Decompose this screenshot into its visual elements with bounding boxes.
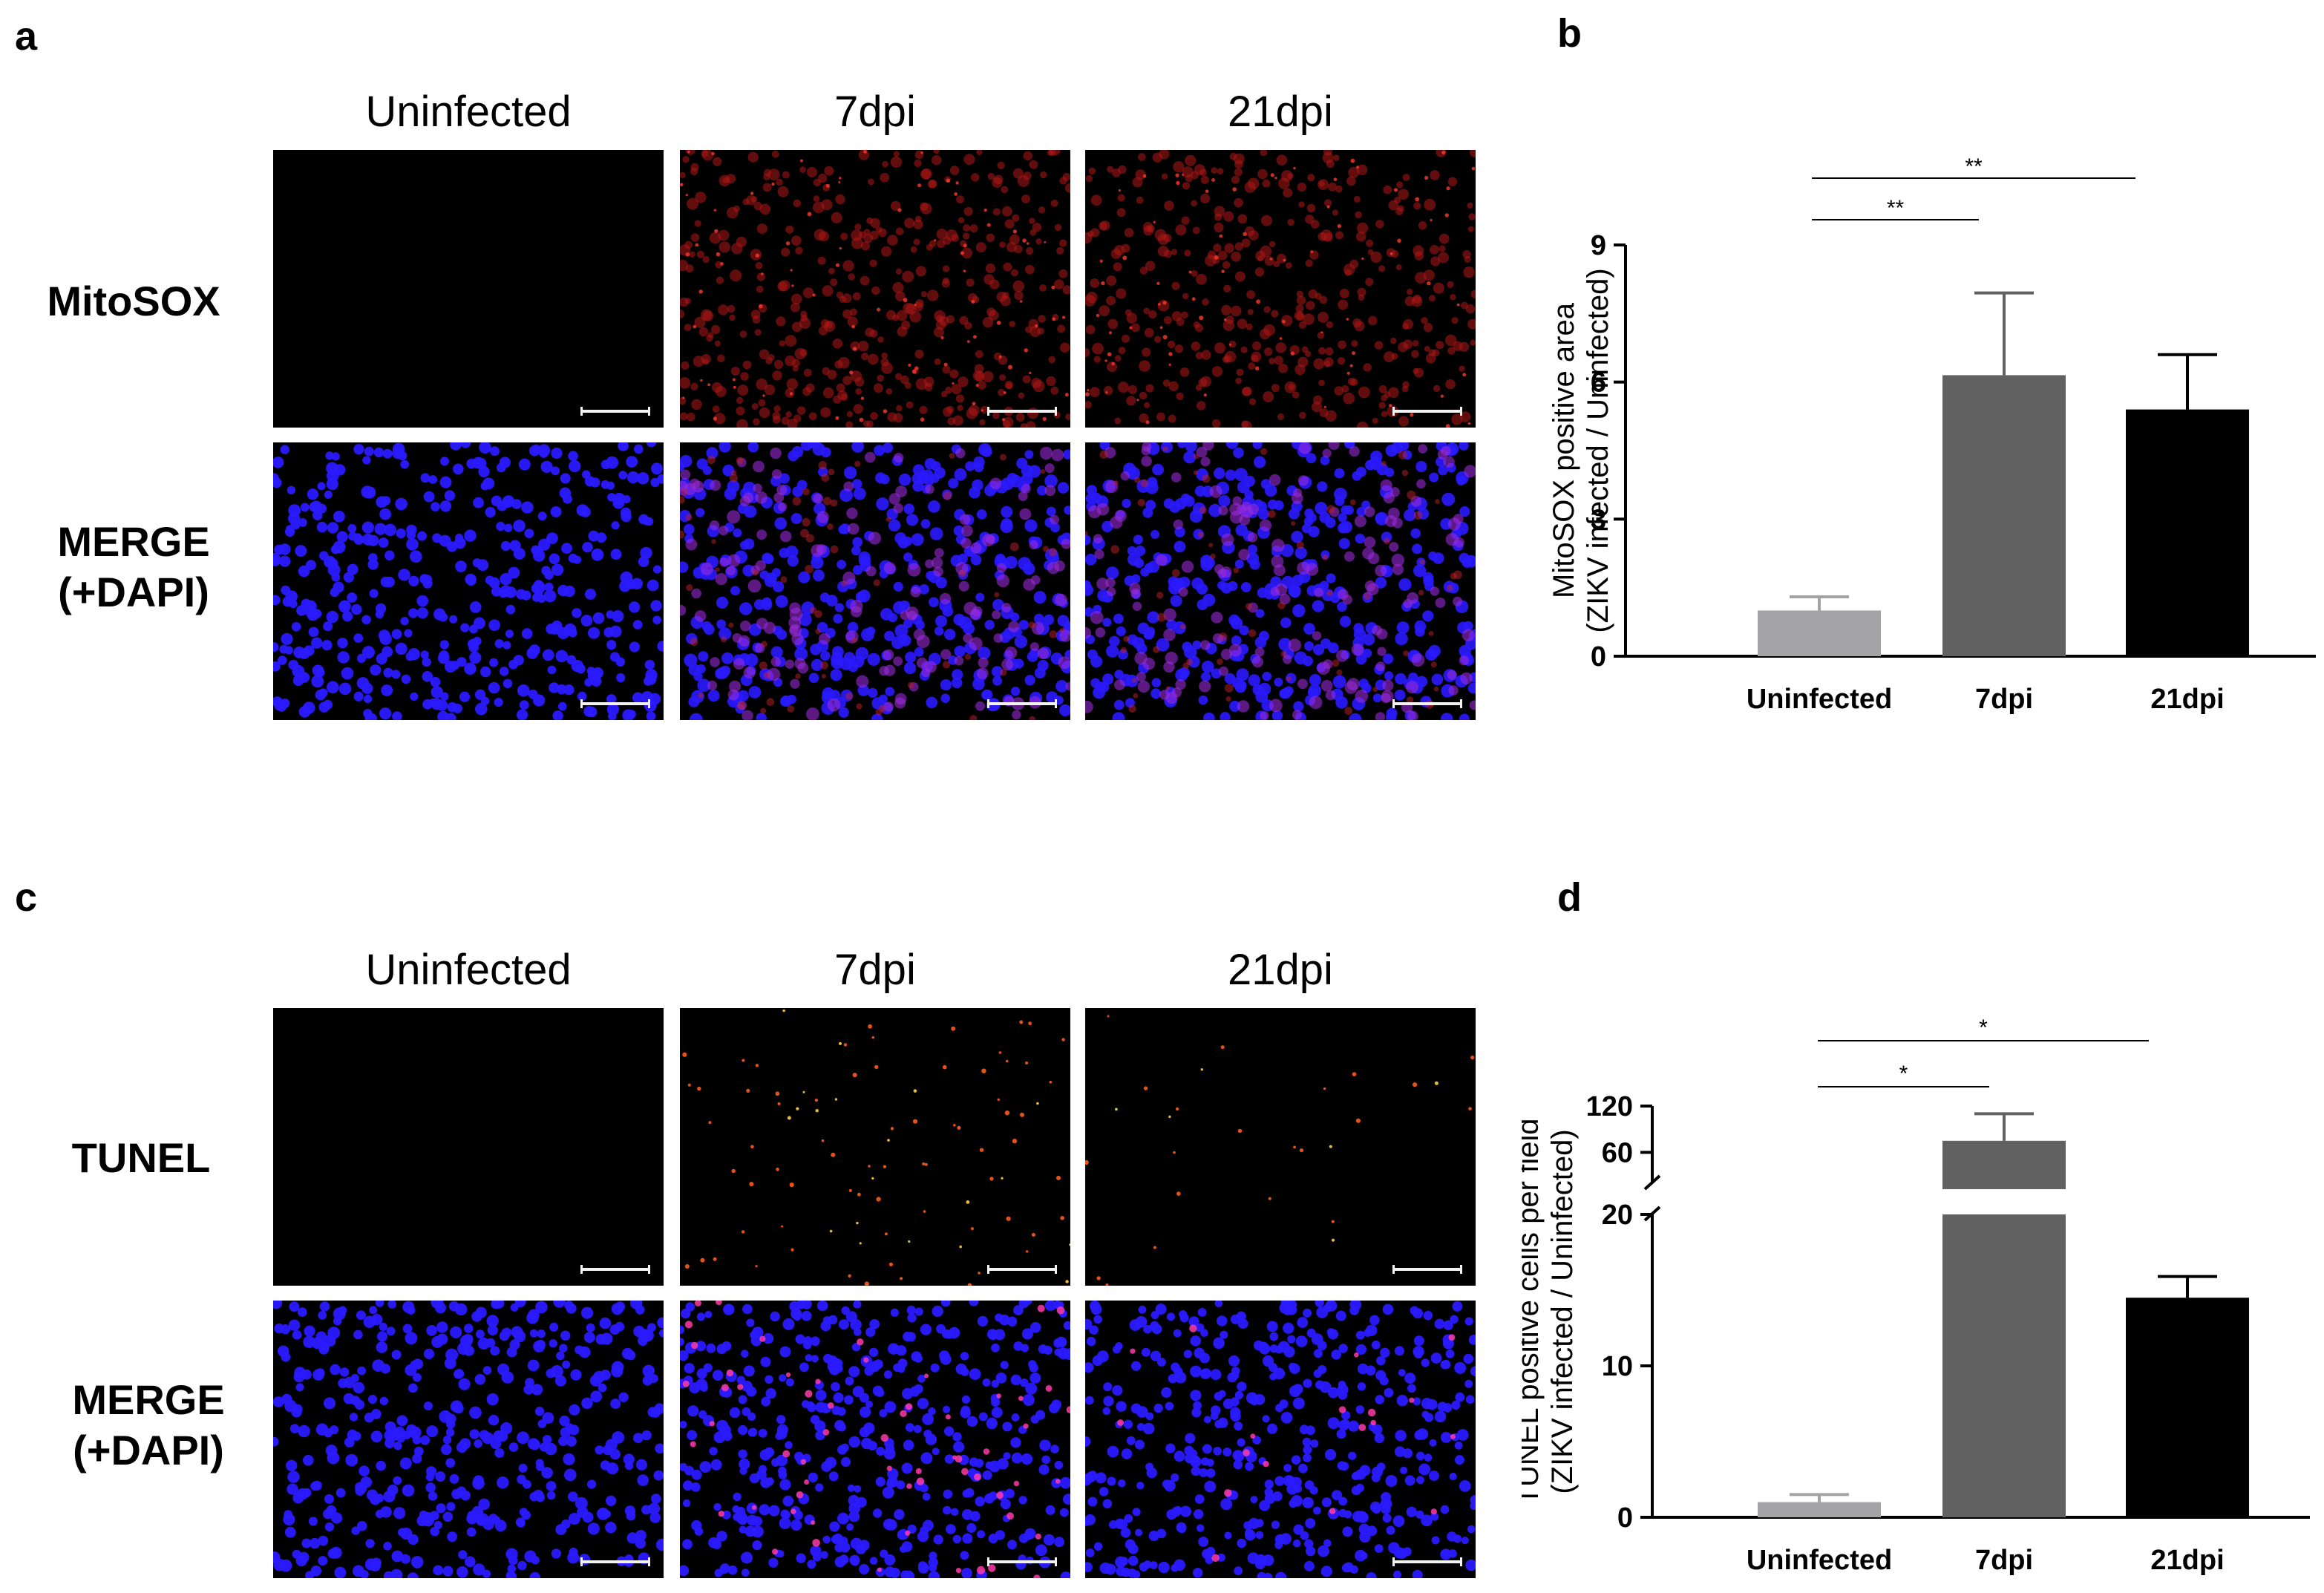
y-tick-label: 60 [1602,1137,1633,1168]
y-axis-label-line1: MitoSOX positive area [1548,302,1580,598]
x-tick-label: 7dpi [1975,1545,2033,1576]
row-label-merge-c-line2: (+DAPI) [73,1427,224,1474]
micrograph-tunel-21dpi [1085,1008,1476,1286]
panel-label-c: c [15,875,38,920]
micrograph-merge-mitosox-21dpi [1085,442,1476,720]
significance-label: ** [1887,196,1905,220]
x-tick-label: 21dpi [2150,684,2224,715]
micrograph-texture [680,1301,1070,1578]
y-axis-label-line2: (ZIKV infected / Uninfected) [1582,268,1614,632]
y-tick-label: 0 [1591,641,1606,673]
row-label-merge-c: MERGE (+DAPI) [30,1375,267,1476]
row-label-tunel: TUNEL [71,1134,211,1181]
y-tick-label: 9 [1591,230,1606,261]
row-label-merge-a-line2: (+DAPI) [58,569,209,616]
chart-d: 0 10 20 60 120 Uninfected 7dpi 21dpi * * TUNEL pos… [1522,1015,2310,1576]
scale-bar [1392,1557,1462,1566]
col-title-21dpi-c: 21dpi [1228,946,1333,994]
bar-21dpi [2126,1298,2249,1517]
y-tick-label: 0 [1617,1502,1633,1534]
bar-uninfected [1758,1502,1881,1517]
micrograph-merge-tunel-21dpi [1085,1301,1476,1578]
bar-7dpi-lower [1942,1214,2066,1517]
micrograph-mitosox-uninfected [273,150,664,428]
micrograph-merge-mitosox-uninfected [273,442,664,720]
y-tick-label: 10 [1602,1351,1633,1382]
micrograph-merge-tunel-uninfected [273,1301,664,1578]
micrograph-texture [1085,442,1476,720]
scale-bar [987,699,1057,708]
micrograph-tunel-uninfected [273,1008,664,1286]
scale-bar [580,1557,650,1566]
micrograph-merge-tunel-7dpi [680,1301,1070,1578]
y-tick-label: 6 [1591,367,1606,399]
micrograph-tunel-7dpi [680,1008,1070,1286]
y-tick-label: 3 [1591,504,1606,535]
scale-bar [987,407,1057,416]
scale-bar [1392,1265,1462,1274]
col-title-7dpi-a: 7dpi [834,88,916,136]
micrograph-texture [273,442,664,720]
micrograph-texture [680,442,1070,720]
row-label-merge-a: MERGE (+DAPI) [15,517,252,618]
col-title-21dpi-a: 21dpi [1228,88,1333,136]
micrograph-texture [682,1009,1070,1286]
row-label-merge-c-line1: MERGE [72,1376,225,1423]
micrograph-mitosox-7dpi [680,150,1070,428]
micrograph-texture [680,150,1070,428]
y-tick-label: 20 [1602,1200,1633,1231]
y-axis-label: MitoSOX positive area (ZIKV infected / Un… [1548,268,1614,632]
scale-bar [1392,699,1462,708]
significance-label: * [1899,1062,1908,1086]
panel-label-d: d [1557,875,1582,920]
scale-bar [987,1265,1057,1274]
x-tick-label: 7dpi [1975,684,2033,715]
row-label-mitosox: MitoSOX [47,278,220,324]
micrograph-mitosox-21dpi [1085,150,1476,428]
y-tick-label: 120 [1586,1091,1633,1122]
col-title-uninfected-c: Uninfected [365,946,572,994]
bar-7dpi [1942,375,2066,656]
y-axis-label: TUNEL positive cells per field (ZIKV infe… [1522,1119,1579,1505]
panel-label-b: b [1557,11,1582,56]
panel-label-a: a [15,14,38,59]
micrograph-texture [1085,1015,1475,1286]
scale-bar [580,1265,650,1274]
bar-7dpi-upper [1942,1140,2066,1189]
y-axis-label-line2: (ZIKV infected / Uninfected) [1546,1129,1579,1494]
x-tick-label: Uninfected [1747,1545,1892,1576]
micrograph-texture [273,1301,664,1578]
micrograph-merge-mitosox-7dpi [680,442,1070,720]
x-tick-label: Uninfected [1747,684,1892,715]
scale-bar [1392,407,1462,416]
x-tick-label: 21dpi [2150,1545,2224,1576]
significance-label: ** [1965,154,1983,179]
bar-uninfected [1758,610,1881,656]
micrograph-texture [1085,150,1476,428]
scale-bar [580,699,650,708]
bar-21dpi [2126,409,2249,656]
row-label-merge-a-line1: MERGE [57,518,210,565]
axis-break-mark [1643,1174,1661,1191]
col-title-7dpi-c: 7dpi [834,946,916,994]
scale-bar [580,407,650,416]
y-axis-label-line1: TUNEL positive cells per field [1522,1119,1545,1505]
significance-label: * [1979,1015,1988,1040]
chart-b: 0 3 6 9 Uninfected 7dpi 21dpi ** ** MitoSOX posit… [1548,154,2316,715]
scale-bar [987,1557,1057,1566]
col-title-uninfected-a: Uninfected [365,88,572,136]
micrograph-texture [1085,1301,1476,1578]
